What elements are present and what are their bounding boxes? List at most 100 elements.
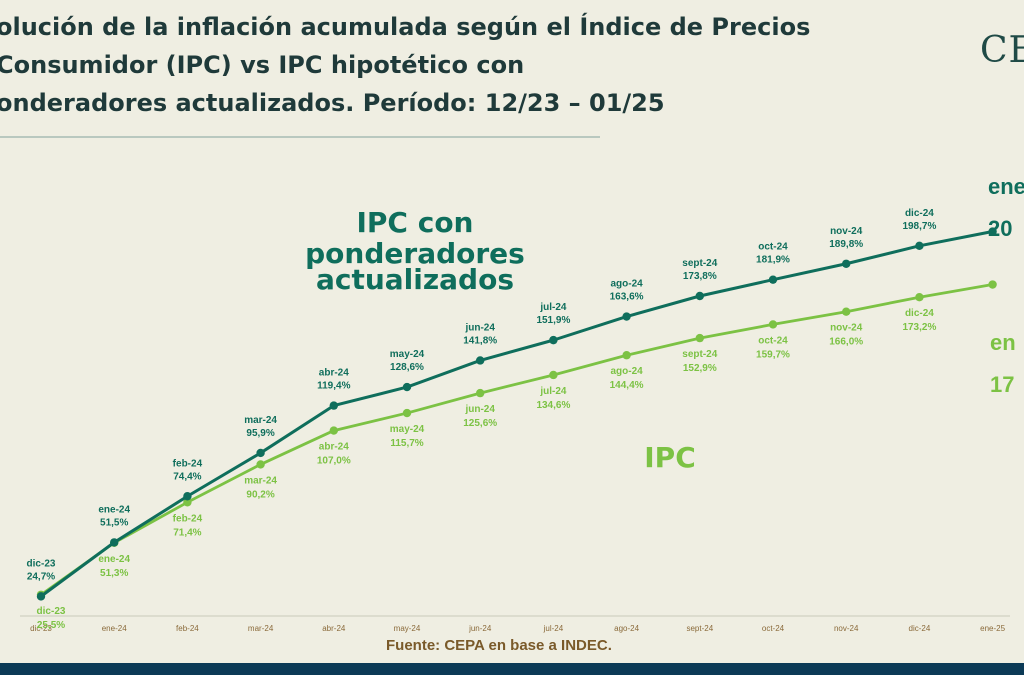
data-label-value: 163,6% [610,292,644,303]
point-ponderadores [110,538,119,547]
data-label-month: dic-23 [27,558,56,569]
data-label-value: 24,7% [27,571,55,582]
point-ponderadores [622,312,631,321]
data-label-month: ago-24 [610,366,643,377]
series-line-ponderadores [40,230,993,598]
data-label-value: 173,8% [683,271,717,282]
point-ipc [183,498,192,507]
title-line-1: olución de la inflación acumulada según … [0,13,811,41]
final-label-month-ponderadores: ene [988,174,1024,199]
point-ponderadores [36,592,46,601]
data-label-month: abr-24 [319,442,349,453]
cepa-logo: CE [980,30,1024,71]
data-label-value: 151,9% [536,315,570,326]
data-label-month: sept-24 [682,258,717,269]
final-label-value-ponderadores: 20 [988,216,1012,241]
data-label-month: dic-24 [905,308,934,319]
data-label-month: oct-24 [758,242,788,253]
point-ponderadores [402,382,412,392]
data-label-value: 51,5% [100,517,128,528]
x-tick-label: nov-24 [834,624,859,633]
title-line-3: onderadores actualizados. Período: 12/23… [0,89,665,117]
data-label-month: mar-24 [244,475,277,486]
point-ponderadores [988,227,997,236]
data-label-value: 119,4% [317,381,350,392]
x-tick-label: dic-23 [30,624,52,633]
data-label-month: nov-24 [830,226,863,237]
data-label-month: mar-24 [244,415,277,426]
data-label-value: 189,8% [829,239,863,250]
point-ipc [915,293,924,302]
x-tick-label: mar-24 [248,624,274,633]
point-ipc [402,408,412,418]
bottom-bar [0,663,1024,675]
series-name-ipc: IPC [644,441,696,474]
data-label-month: dic-24 [905,208,934,219]
data-label-month: oct-24 [758,335,788,346]
data-label-month: abr-24 [319,368,349,379]
title-underline [0,136,600,138]
point-ponderadores [549,335,558,345]
data-label-value: 74,4% [173,471,201,482]
point-ipc [622,351,631,360]
data-label-value: 166,0% [829,337,863,348]
data-label-month: may-24 [390,424,425,435]
point-ponderadores [476,356,485,365]
data-label-month: may-24 [390,349,425,360]
data-label-value: 198,7% [902,221,936,232]
point-ponderadores [915,241,924,251]
x-tick-label: sept-24 [686,624,713,633]
series-name-ponderadores: actualizados [316,263,514,296]
series-line-ipc [40,283,993,596]
data-label-value: 71,4% [173,527,201,538]
data-label-value: 25,5% [37,620,65,631]
data-label-month: feb-24 [173,513,203,524]
series-name-ponderadores: IPC con [356,206,473,239]
chart-title: olución de la inflación acumulada según … [0,8,936,122]
data-label-month: jun-24 [464,404,495,415]
point-ipc [842,307,851,316]
data-label-value: 115,7% [390,438,423,449]
data-label-month: jul-24 [539,386,567,397]
point-ipc [329,426,338,435]
data-label-month: ene-24 [98,504,130,515]
final-label-value-ipc: 17 [990,372,1014,397]
data-label-month: ene-24 [98,554,130,565]
x-tick-label: may-24 [394,624,421,633]
point-ipc [695,333,704,343]
source-note: Fuente: CEPA en base a INDEC. [386,637,612,654]
data-label-value: 90,2% [246,489,274,500]
data-label-value: 173,2% [902,322,936,333]
point-ipc [768,320,778,329]
x-tick-label: jul-24 [543,624,564,633]
x-tick-label: ene-24 [102,624,127,633]
x-tick-label: jun-24 [468,624,492,633]
data-label-month: dic-23 [37,606,66,617]
x-tick-label: abr-24 [322,624,346,633]
data-label-value: 51,3% [100,568,128,579]
data-label-value: 181,9% [756,255,790,266]
x-tick-label: ene-25 [980,624,1005,633]
data-label-value: 95,9% [246,428,274,439]
data-label-value: 141,8% [463,335,497,346]
point-ponderadores [183,492,192,501]
point-ipc [476,388,485,398]
data-label-month: sept-24 [682,349,717,360]
title-line-2: Consumidor (IPC) vs IPC hipotético con [0,51,525,79]
data-label-value: 107,0% [317,456,351,467]
point-ipc [549,370,558,380]
data-label-value: 128,6% [390,362,424,373]
data-label-value: 134,6% [536,400,570,411]
point-ponderadores [256,448,265,458]
point-ponderadores [768,275,778,284]
point-ponderadores [695,291,704,301]
point-ipc [256,460,265,469]
data-label-month: ago-24 [610,279,643,290]
data-label-month: jun-24 [464,322,495,333]
series-name-ponderadores: ponderadores [305,237,525,270]
data-label-month: nov-24 [830,323,863,334]
data-label-value: 159,7% [756,349,790,360]
x-tick-label: dic-24 [909,624,931,633]
point-ponderadores [329,401,338,410]
